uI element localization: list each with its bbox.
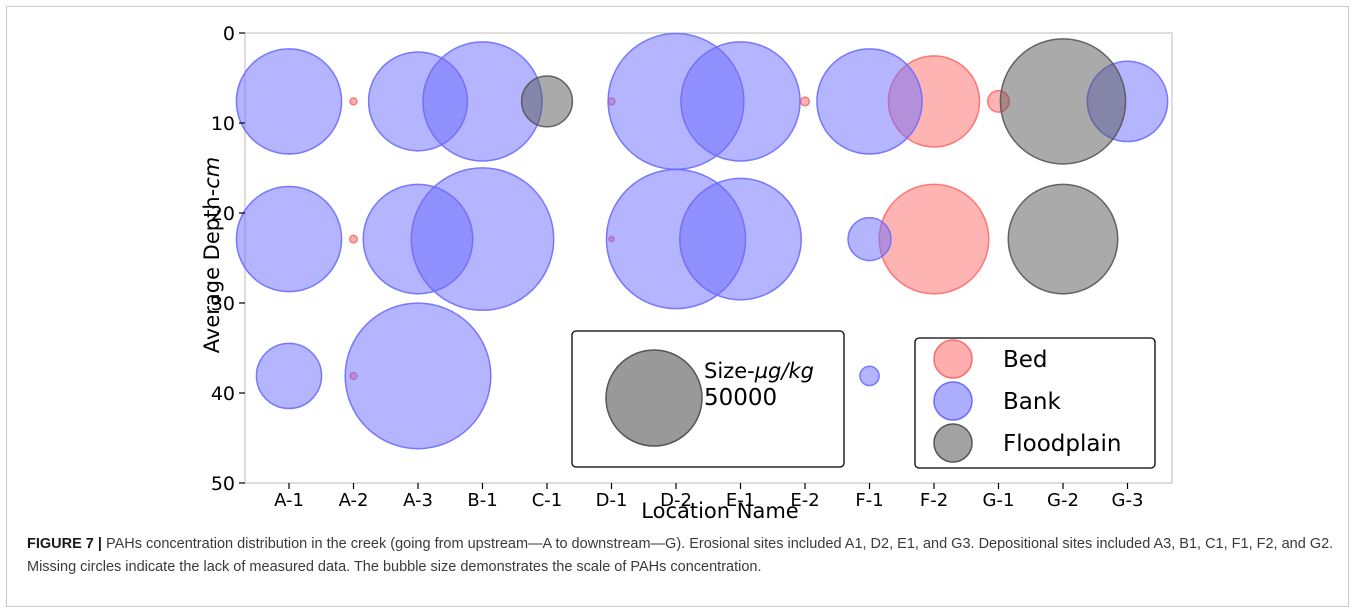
- bubble-bed-e-2: [799, 96, 811, 107]
- x-tick-label: A-2: [339, 490, 369, 511]
- y-tick-label: 20: [211, 203, 235, 225]
- bubble-floodplain-c-1: [520, 75, 574, 128]
- x-tick-label: A-1: [274, 490, 304, 511]
- x-tick-label: A-3: [403, 490, 433, 511]
- x-tick-label: C-1: [532, 490, 563, 511]
- bubble-bank-b-1: [410, 167, 555, 312]
- y-tick-label: 50: [211, 473, 235, 495]
- x-tick-label: G-3: [1112, 490, 1144, 511]
- bubble-bed-f-2: [878, 183, 990, 295]
- x-tick-label: B-1: [467, 490, 497, 511]
- figure-caption: FIGURE 7 | PAHs concentration distributi…: [27, 533, 1337, 579]
- size-legend-value: 50000: [704, 385, 777, 411]
- bubble-bank-a-1: [235, 48, 343, 155]
- bubble-bank-a-3: [344, 302, 492, 450]
- legend-label-bed: Bed: [1003, 347, 1048, 373]
- y-tick-label: 30: [211, 293, 235, 315]
- bubble-floodplain-g-2: [999, 38, 1127, 165]
- x-tick-label: D-2: [660, 490, 692, 511]
- y-tick-label: 40: [211, 383, 235, 405]
- x-tick-label: E-1: [726, 490, 755, 511]
- bubble-floodplain-g-2: [1007, 183, 1119, 295]
- x-tick-label: F-2: [920, 490, 948, 511]
- x-tick-label: G-2: [1047, 490, 1079, 511]
- size-legend-label-unit: µg/kg: [754, 359, 814, 383]
- bubble-bank-e-1: [679, 177, 802, 301]
- caption-label: FIGURE 7 |: [27, 536, 102, 552]
- bubble-bank-a-1: [235, 185, 343, 293]
- y-axis-label: Average Depth-cm: [200, 157, 224, 353]
- bubble-bank-f-1: [859, 365, 880, 387]
- series-legend-box: [914, 337, 1156, 469]
- bubble-bank-e-1: [680, 41, 801, 162]
- y-tick-label: 0: [223, 23, 235, 45]
- figure-frame: 0 10 20 30 40 50 A-1 A-2 A-3 B-1 C-1 D-1 D-2 E-1 E-2 F-…: [6, 6, 1349, 607]
- bubble-bank-a-1: [255, 342, 323, 410]
- series-legend: Bed Bank Floodplain: [914, 337, 1156, 469]
- size-legend: Size-µg/kg 50000: [571, 330, 845, 468]
- caption-text: PAHs concentration distribution in the c…: [27, 536, 1334, 575]
- legend-swatch-bank: [933, 381, 973, 421]
- bubble-bank-f-1: [847, 216, 892, 262]
- bubbles-layer: [235, 32, 1169, 450]
- x-tick-label: F-1: [855, 490, 883, 511]
- bubble-bed-a-2: [349, 97, 358, 106]
- x-tick-label: D-1: [596, 490, 628, 511]
- size-legend-label: Size-µg/kg: [704, 359, 814, 383]
- x-tick-label: G-1: [983, 490, 1015, 511]
- legend-label-bank: Bank: [1003, 389, 1061, 415]
- size-legend-circle: [605, 349, 703, 447]
- size-legend-label-text: Size-: [704, 359, 755, 383]
- axes-layer: 0 10 20 30 40 50 A-1 A-2 A-3 B-1 C-1 D-1 D-2 E-1 E-2 F-…: [211, 23, 1144, 511]
- y-tick-label: 10: [211, 113, 235, 135]
- bubble-chart: 0 10 20 30 40 50 A-1 A-2 A-3 B-1 C-1 D-1 D-2 E-1 E-2 F-…: [200, 23, 1173, 523]
- bubble-bed-a-2: [349, 234, 358, 244]
- bubble-bank-f-1: [816, 48, 923, 155]
- y-axis-label-unit: cm: [200, 157, 224, 189]
- legend-label-floodplain: Floodplain: [1003, 431, 1121, 457]
- x-tick-label: E-2: [790, 490, 819, 511]
- legend-swatch-bed: [933, 339, 973, 379]
- y-axis-label-text: Average Depth-: [200, 189, 224, 353]
- x-axis-label: Location Name: [641, 499, 798, 523]
- legend-swatch-floodplain: [933, 423, 973, 463]
